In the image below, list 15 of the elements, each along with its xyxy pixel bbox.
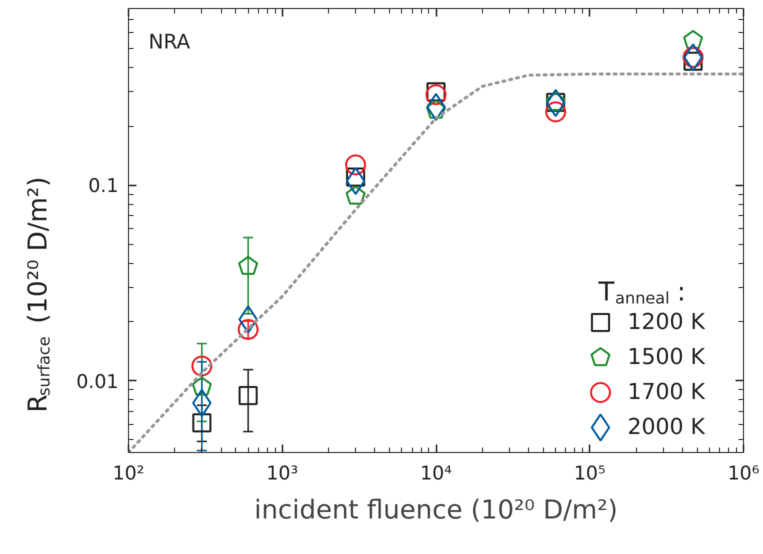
annotation: NRA (148, 30, 191, 54)
y-axis-title: Rsurface (10²⁰ D/m²) (24, 176, 54, 412)
legend-label: 2000 K (628, 415, 706, 440)
legend-label: 1200 K (628, 310, 706, 335)
legend-label: 1500 K (628, 345, 706, 370)
x-tick-label: 10⁴ (420, 462, 452, 484)
x-tick-label: 10⁶ (728, 462, 760, 484)
legend-label: 1700 K (628, 380, 706, 405)
x-tick-label: 10³ (266, 462, 298, 484)
x-tick-label: 10² (112, 462, 144, 484)
y-tick-label: 0.01 (76, 370, 119, 393)
x-tick-label: 10⁵ (574, 462, 606, 484)
x-axis-title: incident fluence (10²⁰ D/m²) (254, 496, 618, 526)
legend-title: Tanneal : (598, 278, 686, 308)
y-tick-label: 0.1 (88, 175, 118, 198)
